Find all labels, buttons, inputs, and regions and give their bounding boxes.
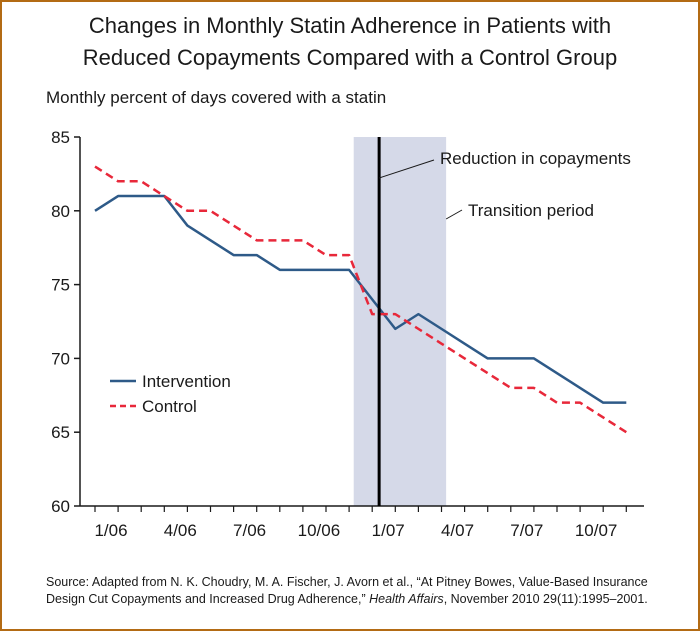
source-prefix: Source: Adapted from N. K. Choudry, M. A… [46,575,648,606]
legend-label-control: Control [142,397,197,416]
reduction-label: Reduction in copayments [440,149,631,168]
y-axis-label: Monthly percent of days covered with a s… [46,88,387,107]
y-tick-label: 85 [51,128,70,147]
x-tick-label: 1/06 [94,521,127,540]
transition-label: Transition period [468,201,594,220]
x-tick-label: 4/06 [164,521,197,540]
y-tick-label: 75 [51,276,70,295]
reduction-leader-line [378,159,435,179]
y-tick-label: 80 [51,202,70,221]
chart-title-line-2: Reduced Copayments Compared with a Contr… [82,45,618,70]
x-tick-label: 7/06 [233,521,266,540]
y-tick-label: 70 [51,349,70,368]
y-tick-label: 60 [51,497,70,516]
transition-leader-line [445,209,463,220]
source-note: Source: Adapted from N. K. Choudry, M. A… [46,574,666,608]
chart-title-line-1: Changes in Monthly Statin Adherence in P… [88,13,612,38]
x-tick-label: 1/07 [372,521,405,540]
y-tick-label: 65 [51,423,70,442]
x-tick-label: 7/07 [510,521,543,540]
x-tick-label: 10/06 [298,521,341,540]
source-journal: Health Affairs [369,592,444,606]
chart-title: Changes in Monthly Statin Adherence in P… [0,10,700,74]
series-line-intervention [94,194,627,404]
x-tick-label: 10/07 [575,521,618,540]
legend-label-intervention: Intervention [142,372,231,391]
source-suffix: , November 2010 29(11):1995–2001. [443,592,648,606]
x-tick-label: 4/07 [441,521,474,540]
